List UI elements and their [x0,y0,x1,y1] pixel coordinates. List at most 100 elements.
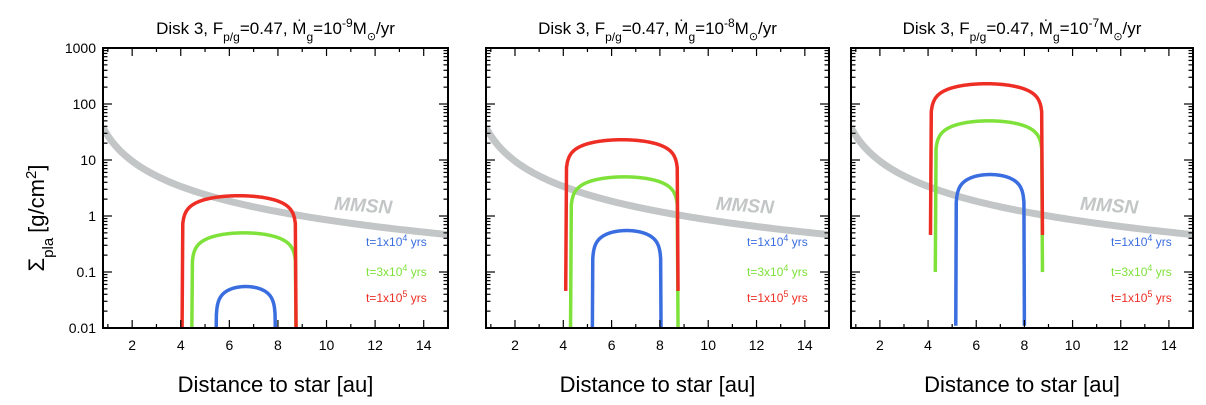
x-tick-label: 12 [367,337,383,353]
title-mdot: Ṁ [1039,19,1053,38]
legend-t3e4: t=3x104 yrs [366,263,427,279]
x-axis-label: Distance to star [au] [924,372,1120,397]
series-t1e4-line [590,228,663,328]
title-sub-g: g [688,30,695,44]
title-suffix: /yr [1123,19,1142,38]
x-tick-label: 2 [511,337,519,353]
x-axis-label: Distance to star [au] [178,372,374,397]
mmsn-curve [103,125,448,239]
y-axis-label: Σpla [g/cm2] [23,165,57,272]
series-t3e4-line [933,119,1045,273]
series-t1e4-line [954,172,1027,326]
x-axis-label: Distance to star [au] [560,372,756,397]
legend-t1e4-post: yrs [788,235,807,249]
legend-t3e4-post: yrs [1152,265,1171,279]
legend-t1e4: t=1x104 yrs [1111,233,1172,249]
legend-t3e4-pre: t=3x10 [366,265,403,279]
y-tick-label: 10 [80,152,96,168]
title-sub-pg: p/g [605,30,622,44]
title-sun-symbol: ⊙ [749,31,758,43]
title-prefix: Disk 3, F [156,19,223,38]
y-axis-label-unit: [g/cm [24,179,49,233]
title-mid1: =0.47, [986,19,1038,38]
legend-t1e4: t=1x104 yrs [747,233,808,249]
title-sub-g: g [1053,30,1060,44]
y-tick-label: 100 [73,96,97,112]
legend-t3e4-sup: 4 [402,263,407,273]
legend-t3e4: t=3x104 yrs [747,263,808,279]
legend-t3e4-pre: t=3x10 [747,265,784,279]
x-tick-label: 4 [924,337,932,353]
x-tick-label: 6 [972,337,980,353]
legend-t1e4-post: yrs [407,235,426,249]
y-axis-label-close: ] [24,165,49,171]
x-tick-label: 6 [608,337,616,353]
legend-t1e5-pre: t=1x10 [747,291,784,305]
legend-t1e4-sup: 4 [402,233,407,243]
title-suffix: /yr [376,19,395,38]
legend-t3e4-post: yrs [788,265,807,279]
legend-t1e5-sup: 5 [1147,289,1152,299]
panel-title: Disk 3, Fp/g=0.47, Ṁg=10-9M⊙/yr [156,16,395,44]
title-exponent: -9 [342,16,353,30]
title-sun-symbol: ⊙ [1113,31,1122,43]
legend-t1e5-post: yrs [788,291,807,305]
title-mid2: =10 [313,19,342,38]
legend-t1e5: t=1x105 yrs [1111,289,1172,305]
legend-t1e5: t=1x105 yrs [747,289,808,305]
title-mid3: M [353,19,367,38]
x-tick-label: 8 [1021,337,1029,353]
title-sun-symbol: ⊙ [367,31,376,43]
title-mid3: M [1099,19,1113,38]
title-suffix: /yr [758,19,777,38]
x-tick-label: 10 [319,337,335,353]
title-exponent: -7 [1088,16,1099,30]
x-tick-label: 10 [700,337,716,353]
x-tick-label: 8 [656,337,664,353]
legend-t1e4-post: yrs [1152,235,1171,249]
legend-t1e5: t=1x105 yrs [366,289,427,305]
panel-title: Disk 3, Fp/g=0.47, Ṁg=10-8M⊙/yr [538,16,777,44]
title-sub-pg: p/g [223,30,240,44]
title-mid3: M [735,19,749,38]
y-axis-label-sub: pla [40,237,57,258]
mmsn-curve [851,125,1193,239]
plot-frame [102,47,449,329]
plot-frame [850,47,1194,329]
legend-t1e5-post: yrs [1152,291,1171,305]
x-tick-label: 4 [177,337,185,353]
series-t1e4-line [214,284,278,328]
legend-t1e4-sup: 4 [783,233,788,243]
title-sub-pg: p/g [970,30,987,44]
x-tick-label: 2 [128,337,136,353]
title-sub-g: g [306,30,313,44]
x-tick-label: 12 [749,337,765,353]
title-mdot: Ṁ [292,19,306,38]
x-tick-label: 8 [274,337,282,353]
legend-t1e5-sup: 5 [783,289,788,299]
mmsn-curve [486,125,829,239]
y-tick-label: 0.1 [77,264,97,280]
y-tick-label: 1 [88,208,96,224]
legend-t1e4: t=1x104 yrs [366,233,427,249]
x-tick-label: 2 [876,337,884,353]
title-exponent: -8 [724,16,735,30]
legend-t1e4-pre: t=1x10 [1111,235,1148,249]
legend-t1e4-pre: t=1x10 [366,235,403,249]
x-tick-label: 12 [1113,337,1129,353]
mmsn-label: MMSN [333,194,394,219]
title-mid2: =10 [1060,19,1089,38]
title-mid1: =0.47, [240,19,292,38]
x-tick-label: 4 [559,337,567,353]
legend-t3e4-sup: 4 [783,263,788,273]
legend-t1e4-sup: 4 [1147,233,1152,243]
x-tick-label: 14 [797,337,813,353]
x-tick-label: 6 [225,337,233,353]
mmsn-label: MMSN [1079,194,1140,219]
title-mdot: Ṁ [674,19,688,38]
series-t3e4-line [568,175,680,328]
